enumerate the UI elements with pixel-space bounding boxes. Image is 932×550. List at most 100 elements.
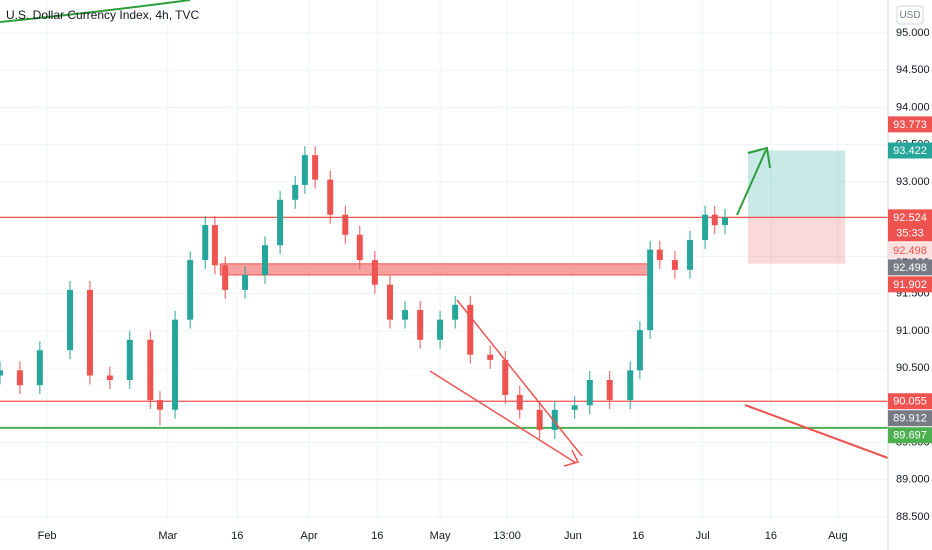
candle-body [342, 214, 349, 235]
up-arrow-head [747, 146, 771, 169]
arrows [0, 0, 889, 467]
candle-body [147, 339, 154, 401]
price-label-box [888, 142, 932, 159]
candle-body [156, 400, 163, 410]
x-tick-label: 16 [231, 530, 243, 542]
grid [0, 0, 888, 522]
candle-body [627, 370, 634, 401]
x-tick-label: 16 [371, 530, 383, 542]
candle-body [487, 354, 494, 360]
candle-body [536, 409, 543, 430]
candle-body [671, 260, 678, 270]
trend-curve [0, 0, 191, 23]
x-tick-label: Feb [38, 530, 57, 542]
price-label: 89.912 [893, 413, 927, 425]
price-label-box [888, 427, 932, 444]
candle-body [371, 260, 378, 285]
candle-body [722, 217, 729, 226]
candle-body [187, 260, 194, 320]
candle-body [571, 405, 578, 410]
candle-body [702, 214, 709, 241]
profit-zone [747, 150, 846, 218]
candle-body [86, 289, 93, 376]
y-tick-label: 93.000 [896, 176, 930, 188]
up-arrow [736, 149, 767, 216]
price-label-box [888, 259, 932, 276]
candle-body [711, 214, 718, 226]
price-label: 93.422 [893, 145, 927, 157]
price-label: 92.498 [893, 245, 927, 257]
price-label: 91.902 [893, 279, 927, 291]
candle-body [126, 339, 133, 380]
x-tick-label: Mar [158, 530, 177, 542]
y-tick-label: 95.000 [896, 27, 930, 39]
y-tick-label: 94.000 [896, 101, 930, 113]
candle-body [606, 379, 613, 401]
x-tick-label: Aug [828, 530, 848, 542]
candle-body [656, 249, 663, 261]
candle-body [502, 359, 509, 395]
x-tick-label: 16 [765, 530, 777, 542]
price-label: 90.055 [893, 396, 927, 408]
price-label: 92.524 [893, 212, 927, 224]
price-label: 89.697 [893, 430, 927, 442]
candles [0, 146, 729, 439]
candle-body [686, 240, 693, 270]
loss-zone [747, 217, 846, 264]
candle-body [16, 370, 23, 386]
channel-line [456, 299, 583, 457]
candle-body [172, 319, 179, 410]
price-label-box [888, 393, 932, 410]
x-tick-label: 13:00 [493, 530, 521, 542]
y-tick-label: 94.500 [896, 64, 930, 76]
x-tick-label: 16 [632, 530, 644, 542]
candle-body [417, 309, 424, 340]
candle-body [386, 284, 393, 320]
candle-body [647, 249, 654, 331]
price-label-box [888, 116, 932, 133]
price-label: 93.773 [893, 119, 927, 131]
candle-body [242, 274, 249, 290]
currency-box[interactable] [896, 5, 924, 25]
candle-body [277, 199, 284, 246]
candle-body [327, 179, 334, 215]
x-tick-label: Apr [301, 530, 318, 542]
candle-body [467, 304, 474, 355]
drawings [0, 150, 888, 429]
price-label-box [888, 410, 932, 427]
axis-labels: 95.00094.50094.00093.50093.00092.50092.0… [38, 27, 932, 542]
candle-body [222, 265, 229, 290]
candle-body [551, 409, 558, 430]
candle-body [106, 375, 113, 380]
candle-body [356, 234, 363, 261]
currency[interactable]: USD [899, 10, 920, 21]
candle-body [36, 350, 43, 386]
candle-body [516, 394, 523, 410]
down-arrow-head [563, 449, 580, 467]
price-label-box [888, 209, 932, 242]
candle-body [402, 309, 409, 320]
y-tick-label: 88.500 [896, 511, 930, 523]
projection-line [744, 404, 889, 459]
countdown: 35:33 [896, 227, 924, 239]
candle-body [292, 184, 299, 200]
candle-body [0, 370, 3, 376]
candle-body [67, 289, 74, 351]
candle-body [437, 319, 444, 340]
y-tick-label: 89.000 [896, 474, 930, 486]
candle-body [312, 155, 319, 180]
candle-body [301, 155, 308, 185]
y-tick-label: 91.000 [896, 325, 930, 337]
x-tick-label: May [430, 530, 451, 542]
down-arrow [429, 370, 577, 464]
price-label-box [888, 242, 932, 259]
x-tick-label: Jun [564, 530, 582, 542]
candle-body [636, 330, 643, 371]
candle-body [262, 245, 269, 275]
support-zone [219, 263, 653, 276]
candle-body [202, 225, 209, 261]
candle-body [586, 379, 593, 406]
candle-body [211, 225, 218, 266]
chart-title: U.S. Dollar Currency Index, 4h, TVC [6, 8, 200, 22]
